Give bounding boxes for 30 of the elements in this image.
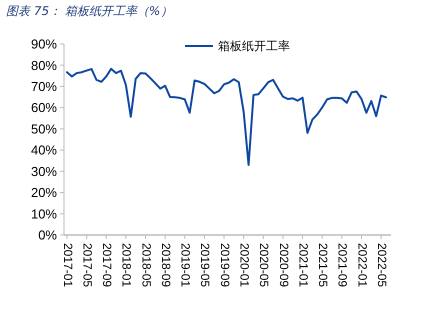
x-tick-label: 2020-01 bbox=[238, 243, 252, 288]
y-tick-label: 50% bbox=[30, 121, 58, 136]
x-tick-label: 2018-01 bbox=[120, 243, 134, 288]
legend-label: 箱板纸开工率 bbox=[218, 39, 290, 54]
y-tick-label: 20% bbox=[30, 185, 58, 200]
x-tick-label: 2022-05 bbox=[374, 243, 389, 288]
y-tick-label: 60% bbox=[30, 100, 58, 116]
x-tick-label: 2021-09 bbox=[336, 243, 350, 288]
x-tick-label: 2018-09 bbox=[158, 243, 173, 288]
y-tick-label: 70% bbox=[30, 78, 58, 94]
x-tick-label: 2018-05 bbox=[139, 243, 154, 288]
x-tick-label: 2017-05 bbox=[80, 243, 94, 288]
x-tick-label: 2022-01 bbox=[355, 243, 370, 288]
line-series bbox=[66, 68, 387, 166]
y-tick-label: 90% bbox=[30, 36, 58, 52]
x-tick-label: 2019-05 bbox=[198, 243, 212, 288]
y-tick-label: 10% bbox=[30, 206, 58, 222]
x-tick-label: 2020-09 bbox=[276, 243, 291, 288]
chart-title: 图表 75： 箱板纸开工率（%） bbox=[6, 4, 172, 18]
x-tick-label: 2019-09 bbox=[218, 243, 232, 288]
y-tick-label: 80% bbox=[30, 58, 58, 73]
y-tick-label: 40% bbox=[30, 142, 58, 158]
y-tick-label: 30% bbox=[30, 164, 58, 179]
x-tick-label: 2019-01 bbox=[178, 243, 193, 288]
x-tick-label: 2017-01 bbox=[60, 243, 75, 288]
x-tick-label: 2021-05 bbox=[316, 243, 330, 288]
x-tick-label: 2021-01 bbox=[296, 243, 310, 288]
x-tick-label: 2017-09 bbox=[100, 243, 114, 288]
x-tick-label: 2020-05 bbox=[257, 243, 272, 288]
y-tick-label: 0% bbox=[38, 228, 58, 243]
